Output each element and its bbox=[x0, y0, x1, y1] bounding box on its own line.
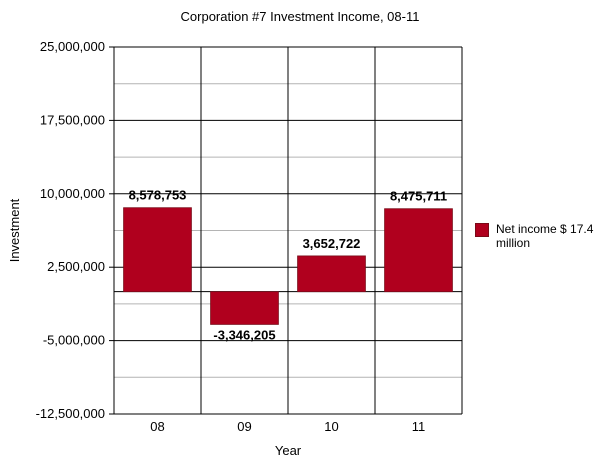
value-label: 8,578,753 bbox=[129, 188, 187, 203]
y-tick-label: 25,000,000 bbox=[40, 39, 105, 54]
x-tick-label: 09 bbox=[237, 419, 251, 434]
bar-09 bbox=[210, 291, 279, 325]
bar-11 bbox=[384, 208, 453, 293]
x-tick-label: 11 bbox=[412, 419, 426, 434]
x-tick-label: 08 bbox=[150, 419, 164, 434]
y-tick-label: -12,500,000 bbox=[36, 406, 105, 421]
y-tick-label: 10,000,000 bbox=[40, 186, 105, 201]
x-tick-label: 10 bbox=[324, 419, 338, 434]
value-label: 8,475,711 bbox=[390, 189, 447, 204]
legend-swatch bbox=[475, 223, 489, 237]
legend-label: Net income $ 17.4 million bbox=[496, 222, 594, 250]
y-tick-label: 2,500,000 bbox=[47, 259, 105, 274]
y-tick-label: 17,500,000 bbox=[40, 112, 105, 127]
x-axis-title: Year bbox=[275, 443, 302, 458]
value-label: -3,346,205 bbox=[213, 327, 275, 342]
bar-10 bbox=[297, 255, 366, 293]
chart-title: Corporation #7 Investment Income, 08-11 bbox=[180, 9, 420, 24]
value-label: 3,652,722 bbox=[303, 236, 361, 251]
y-axis-title: Investment bbox=[7, 198, 22, 262]
y-tick-label: -5,000,000 bbox=[43, 333, 105, 348]
bar-08 bbox=[123, 207, 192, 293]
